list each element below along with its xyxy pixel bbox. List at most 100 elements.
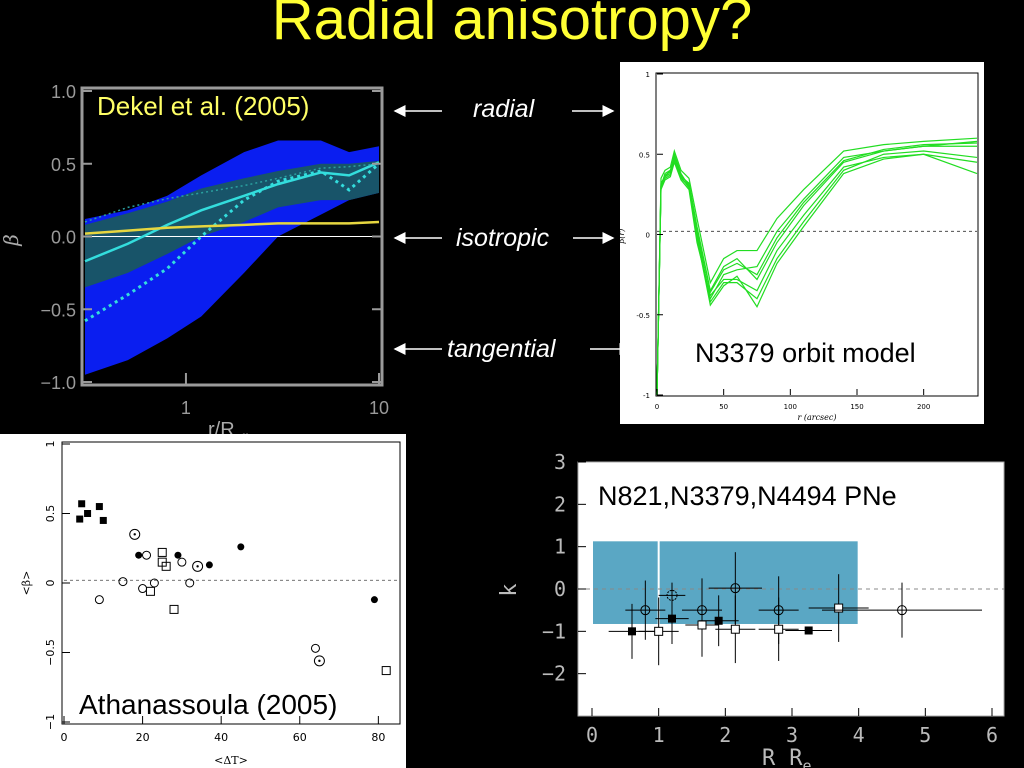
pne-point-filled-square [804,626,813,635]
pne-point-filled-square [628,627,636,636]
dekel-line-dotted-cyan [84,162,380,323]
dekel-ytick-label: 0.5 [51,155,76,175]
athanassoula-xtick-label: 40 [214,731,228,744]
athanassoula-ytick-label: −1 [44,714,57,730]
legend-arrows [393,105,632,355]
pne-xtick-label: 6 [986,723,998,747]
athanassoula-point-open-circle [177,557,187,567]
pne-ytick-label: −2 [542,662,566,686]
athanassoula-title: Athanassoula (2005) [79,689,337,720]
athanassoula-ytick-label: 0 [44,580,57,587]
pne-xtick-label: 0 [586,723,598,747]
pne-x-ticks: 0 1 2 3 4 5 6 [586,708,998,747]
athanassoula-point-open-square [169,604,179,614]
athanassoula-ytick-label: 0.5 [44,505,57,523]
n3379-ytick-label: -1 [643,392,650,400]
athanassoula-point-dotted-circle [129,528,141,540]
pne-point-open-square [834,603,844,613]
athanassoula-plot-frame [61,441,401,725]
athanassoula-point-filled-square [95,503,103,511]
dekel-x-ticks: 1 10 [181,373,389,418]
athanassoula-point-open-circle [185,578,195,588]
dekel-ytick-label: −1.0 [40,373,76,393]
dekel-title: Dekel et al. (2005) [97,91,309,121]
athanassoula-point-filled-circle [205,561,213,569]
n3379-xtick-label: 150 [850,403,863,411]
legend-radial-label: radial [473,95,535,123]
n3379-y-ticks: 1 0.5 0 -0.5 -1 [636,71,663,400]
n3379-model-line-6 [656,153,978,396]
athanassoula-xtick-label: 0 [61,731,68,744]
n3379-model-line-3 [656,137,978,396]
pne-xlabel-e: e [803,757,812,768]
n3379-chart: 1 0.5 0 -0.5 -1 0 50 100 150 200 β(r) r (arcsec)… [617,62,984,424]
pne-chart: 3 2 1 0 −1 −2 0 1 2 3 4 5 6 k R Re N821,N3379,N4494 … [486,434,1024,768]
pne-title: N821,N3379,N4494 PNe [598,481,897,511]
pne-point-filled-square [668,614,676,623]
pne-xlabel-r2: R [789,746,803,768]
athanassoula-point-open-circle [142,550,152,560]
pne-y-ticks: 3 2 1 0 −1 −2 [542,450,586,686]
athanassoula-marks [64,500,398,676]
athanassoula-point-filled-circle [135,551,143,559]
pne-xlabel: R Re [762,746,812,768]
n3379-ytick-label: 0 [646,232,650,240]
dekel-marks [84,140,380,375]
n3379-plot-frame [655,72,979,397]
dekel-line-solid-cyan [84,161,380,263]
n3379-marks [656,137,978,396]
dekel-line-yellow [84,220,380,235]
n3379-xtick-label: 0 [655,403,659,411]
pne-ytick-label: 3 [554,450,566,474]
pne-ytick-label: 2 [554,492,566,516]
pne-point-open-square [697,620,707,630]
pne-ylabel: k [497,583,522,596]
n3379-xtick-label: 50 [719,403,728,411]
athanassoula-point-open-square [157,547,167,557]
athanassoula-xtick-label: 60 [293,731,307,744]
pne-point-open-circle [730,583,741,594]
n3379-model-line-5 [656,142,978,396]
n3379-xlabel: r (arcsec) [797,413,836,422]
athanassoula-point-filled-circle [174,551,182,559]
n3379-ytick-label: -0.5 [636,312,650,320]
pne-xlabel-r: R [762,746,776,768]
athanassoula-point-dot [133,533,136,536]
pne-point-dotted-circle [666,589,678,601]
pne-xtick-label: 5 [919,723,931,747]
athanassoula-point-open-square [161,561,171,571]
athanassoula-ylabel: <β> [20,571,33,596]
n3379-x-ticks: 0 50 100 150 200 [655,389,930,411]
n3379-ytick-label: 0.5 [639,151,650,159]
dekel-ytick-label: −0.5 [40,300,76,320]
athanassoula-point-open-square [381,666,391,676]
athanassoula-point-dotted-circle [313,655,325,667]
pne-xtick-label: 1 [653,723,665,747]
athanassoula-ytick-label: −0.5 [44,639,57,666]
n3379-xtick-label: 200 [917,403,930,411]
athanassoula-point-filled-circle [237,543,245,551]
dekel-ylabel: β [0,234,23,247]
pne-point-filled-square [714,616,723,625]
n3379-ylabel: β(r) [617,229,626,245]
athanassoula-x-ticks: 0 20 40 60 80 [61,716,385,744]
athanassoula-xlabel: <ΔT> [214,754,248,767]
n3379-xtick-label: 100 [784,403,797,411]
athanassoula-xtick-label: 80 [371,731,385,744]
athanassoula-point-open-circle [310,643,320,653]
pne-xtick-label: 3 [786,723,798,747]
pne-point-open-square [654,626,664,636]
athanassoula-point-filled-square [84,510,92,517]
athanassoula-chart: 1 0.5 0 −0.5 −1 0 20 40 60 80 <β> <ΔT> Athanasso… [0,434,406,768]
pne-xtick-label: 4 [853,723,865,747]
athanassoula-xtick-label: 20 [136,731,150,744]
athanassoula-point-open-circle [118,577,128,587]
pne-point-open-circle [897,605,907,616]
athanassoula-y-ticks: 1 0.5 0 −0.5 −1 [44,441,70,730]
n3379-title: N3379 orbit model [695,338,916,368]
legend-tangential-label: tangential [447,335,556,363]
pne-ytick-label: −1 [542,619,566,643]
pne-point-open-square [730,624,740,634]
